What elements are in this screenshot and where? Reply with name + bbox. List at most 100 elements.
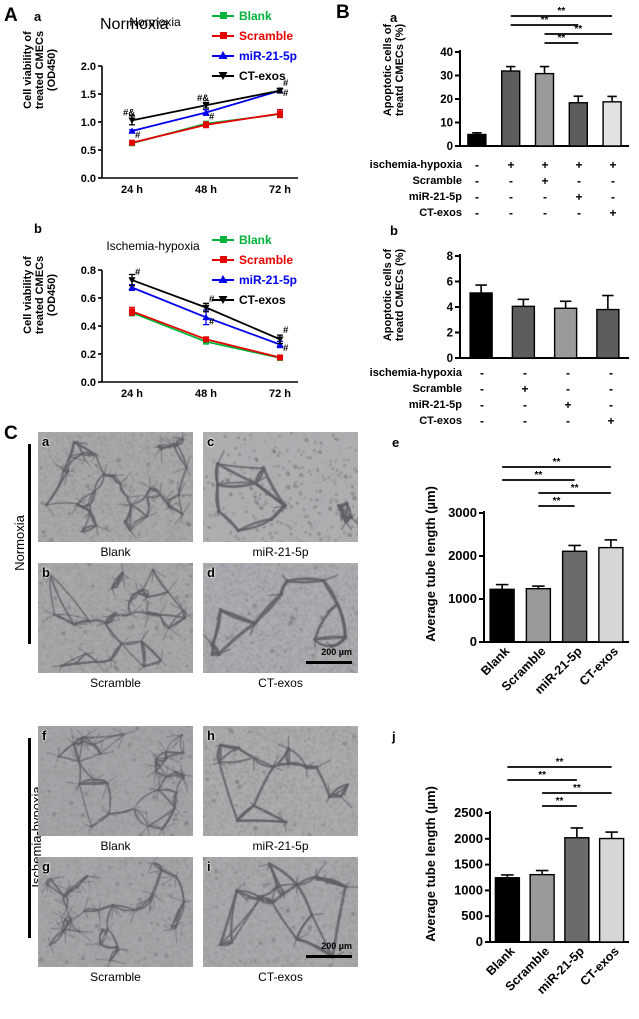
xtick: 72 h [269,184,291,196]
significance-label: ** [541,15,549,26]
micro-letter-g: g [42,859,50,874]
micro-caption-b: Scramble [90,676,141,690]
xtick: 48 h [195,388,217,400]
ytick: 3000 [448,505,477,520]
condition-row-label: Scramble [412,383,462,395]
condition-mark: - [475,206,479,220]
chart-Bb-ylabel-line2: treatd CMECs (%) [394,248,406,342]
bar [511,305,536,359]
ytick: 2500 [454,805,483,820]
condition-mark: - [475,190,479,204]
bar [467,133,487,147]
condition-mark: - [523,398,527,412]
micro-letter-b: b [42,565,50,580]
condition-mark: - [480,382,484,396]
line-plot-Aa: 0.00.51.01.52.024 h 48 h 72 h#&##&### [81,61,298,196]
chart-Aa-title-text: Normoxia [129,15,181,29]
condition-mark: - [611,190,615,204]
ytick: 0.2 [81,349,96,361]
ytick: 40 [440,47,453,59]
micro-letter-a: a [42,434,50,449]
significance-label: ** [553,457,561,468]
panel-label-B: B [336,2,350,23]
micro-image-h: h [203,726,358,836]
chart-Ce-ylabel: Average tube length (µm) [423,486,438,642]
condition-mark: + [609,158,617,172]
annotation: # [135,130,141,141]
xtick: CT-exos [577,644,621,688]
ytick: 2 [447,328,453,340]
ytick: 500 [461,908,483,923]
annotation: # [209,294,215,305]
bar [469,292,493,359]
bar-plot-Cj: 05001000150020002500********BlankScrambl… [454,757,629,997]
condition-mark: - [475,158,479,172]
bar [568,102,589,147]
condition-mark: + [575,158,583,172]
bar [553,307,578,359]
bar [525,587,552,643]
condition-row-label: CT-exos [419,415,462,427]
micro-caption-f: Blank [100,839,131,853]
legend-label-ctexos: CT-exos [239,69,286,83]
micro-letter-h: h [207,728,215,743]
condition-mark: - [609,382,613,396]
ytick: 1.0 [81,117,96,129]
subpanel-label-Bb: b [390,223,398,238]
condition-mark: - [509,174,513,188]
ytick: 10 [440,118,453,130]
condition-mark: - [577,206,581,220]
micro-image-c: c [203,432,358,542]
bar [598,546,624,643]
bar-plot-Bb: 0 2 4 6 8 [447,251,629,365]
micro-letter-i: i [207,859,211,874]
condition-row: ischemia-hypoxia - + + + + [330,158,635,174]
micro-letter-f: f [42,728,47,743]
legend-label-scramble: Scramble [239,29,294,43]
scalebar-label-i: 200 µm [321,941,352,951]
chart-Aa-ylabel-line1: Cell viability of [22,31,34,109]
condition-mark: + [564,398,572,412]
chart-Bb-ylabel-line1: Apoptotic cells of [382,248,394,342]
condition-mark: - [543,190,547,204]
ytick: 0 [470,634,477,649]
micro-image-f: f [38,726,193,836]
ytick: 2000 [448,548,477,563]
xtick: 24 h [121,388,143,400]
chart-Bb-condition-table: ischemia-hypoxia - - - - Scramble - + - - miR-21-5… [330,366,635,430]
panel-label-A: A [4,5,18,26]
ytick: 1.5 [81,89,96,101]
micro-caption-h: miR-21-5p [252,839,309,853]
condition-mark: - [566,382,570,396]
significance-label: ** [556,757,564,768]
chart-Ba-condition-table: ischemia-hypoxia - + + + + Scramble - - + - - miR-21… [330,158,635,222]
condition-mark: - [577,174,581,188]
panel-label-C: C [4,423,18,444]
ytick: 30 [440,71,453,83]
condition-mark: + [609,206,617,220]
scalebar-label-d: 200 µm [321,647,352,657]
scalebar-line-d [306,661,352,664]
subpanel-label-Aa: a [34,9,42,24]
significance-label: ** [573,783,581,794]
significance-label: ** [534,470,542,481]
ytick: 20 [440,94,453,106]
micro-letter-c: c [207,434,215,449]
ytick: 0 [447,141,453,153]
xtick: 24 h [121,184,143,196]
condition-row-label: miR-21-5p [408,191,462,203]
bar [500,70,521,147]
bar [598,837,625,943]
ytick: 0.4 [81,321,97,333]
chart-Bb: 0 2 4 6 8 [420,230,635,370]
annotation: # [283,325,289,336]
ischemia-group-bar [28,738,31,938]
subpanel-label-Ba: a [390,10,398,25]
xtick: 48 h [195,184,217,196]
chart-Ab-ylabel-line1: Cell viability of [22,256,34,334]
bar [596,308,620,359]
annotation: # [283,88,289,99]
condition-row: miR-21-5p - - + - [330,398,635,414]
annotation: # [135,267,141,278]
condition-mark: - [509,190,513,204]
